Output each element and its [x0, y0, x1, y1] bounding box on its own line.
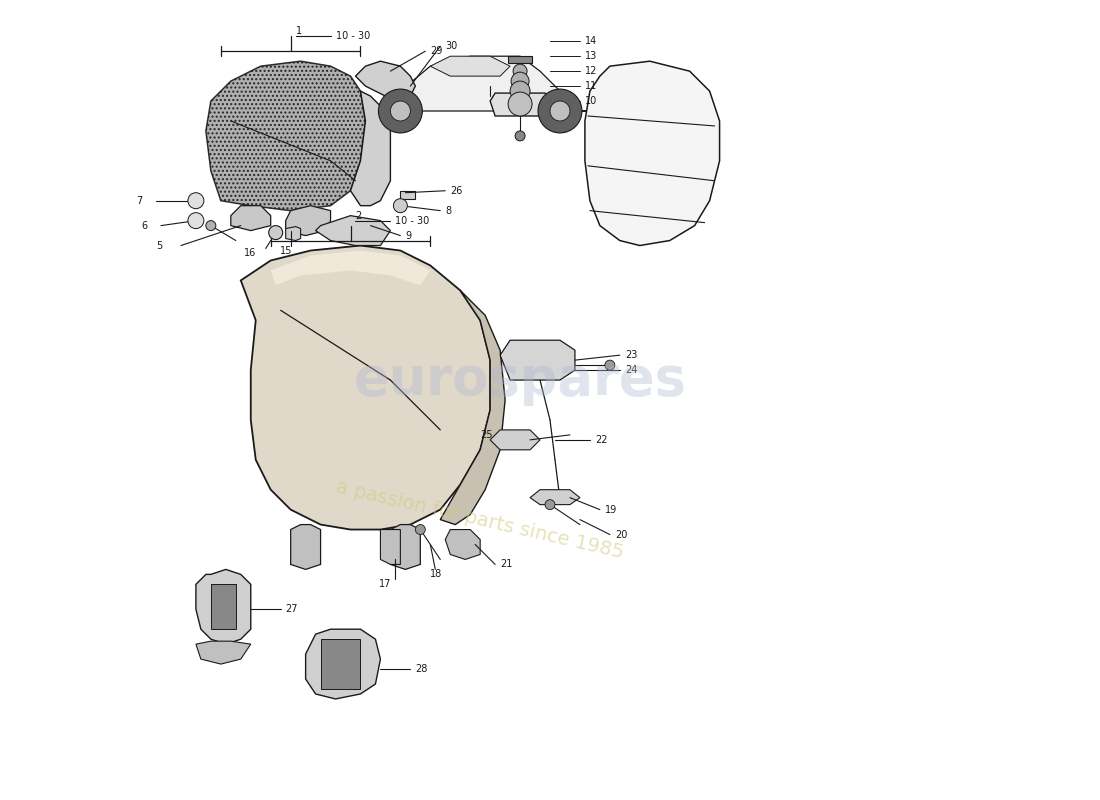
Circle shape	[508, 92, 532, 116]
Polygon shape	[508, 56, 532, 63]
Text: 20: 20	[615, 530, 627, 539]
Circle shape	[510, 81, 530, 101]
Text: 23: 23	[625, 350, 637, 360]
Text: 29: 29	[430, 46, 442, 56]
Polygon shape	[491, 430, 540, 450]
Polygon shape	[500, 340, 575, 380]
Polygon shape	[491, 93, 550, 116]
Polygon shape	[430, 56, 510, 76]
Text: 11: 11	[585, 81, 597, 91]
Circle shape	[544, 500, 556, 510]
Polygon shape	[306, 630, 381, 699]
Text: 19: 19	[605, 505, 617, 514]
Text: 12: 12	[585, 66, 597, 76]
Text: 5: 5	[156, 241, 162, 250]
Polygon shape	[286, 226, 300, 241]
Circle shape	[394, 198, 407, 213]
Polygon shape	[196, 641, 251, 664]
Text: 15: 15	[279, 246, 292, 255]
Text: 24: 24	[625, 365, 637, 375]
Text: 18: 18	[430, 570, 442, 579]
Text: 22: 22	[595, 435, 607, 445]
Polygon shape	[361, 56, 600, 111]
Polygon shape	[585, 61, 719, 246]
Polygon shape	[530, 490, 580, 505]
Text: 28: 28	[416, 664, 428, 674]
Text: 2: 2	[355, 210, 362, 221]
Text: 10 - 30: 10 - 30	[336, 31, 370, 42]
Polygon shape	[211, 584, 235, 630]
Polygon shape	[316, 216, 390, 246]
Polygon shape	[286, 206, 331, 235]
Polygon shape	[290, 525, 320, 570]
Text: a passion for parts since 1985: a passion for parts since 1985	[334, 477, 626, 562]
Polygon shape	[381, 530, 400, 565]
Circle shape	[268, 226, 283, 239]
Polygon shape	[271, 250, 430, 286]
Circle shape	[513, 64, 527, 78]
Text: 10: 10	[585, 96, 597, 106]
Circle shape	[378, 89, 422, 133]
Text: 30: 30	[446, 42, 458, 51]
Polygon shape	[400, 190, 416, 198]
Polygon shape	[390, 525, 420, 570]
Text: 13: 13	[585, 51, 597, 61]
Polygon shape	[206, 61, 365, 210]
Text: 8: 8	[446, 206, 451, 216]
Circle shape	[512, 72, 529, 90]
Polygon shape	[231, 206, 271, 230]
Text: 17: 17	[379, 579, 392, 590]
Polygon shape	[446, 530, 481, 559]
Text: 25: 25	[481, 430, 493, 440]
Circle shape	[188, 213, 204, 229]
Text: 10 - 30: 10 - 30	[395, 216, 430, 226]
Circle shape	[390, 101, 410, 121]
Text: 26: 26	[450, 186, 463, 196]
Text: 7: 7	[136, 196, 142, 206]
Polygon shape	[355, 61, 416, 101]
Polygon shape	[440, 290, 505, 525]
Text: 9: 9	[406, 230, 411, 241]
Polygon shape	[241, 246, 491, 530]
Circle shape	[515, 131, 525, 141]
Text: 14: 14	[585, 36, 597, 46]
Circle shape	[605, 360, 615, 370]
Polygon shape	[351, 91, 390, 206]
Text: 6: 6	[141, 221, 147, 230]
Circle shape	[206, 221, 216, 230]
Circle shape	[188, 193, 204, 209]
Circle shape	[550, 101, 570, 121]
Text: 27: 27	[286, 604, 298, 614]
Polygon shape	[196, 570, 251, 644]
Text: 1: 1	[296, 26, 301, 36]
Text: eurospares: eurospares	[353, 354, 686, 406]
Circle shape	[416, 525, 426, 534]
Circle shape	[538, 89, 582, 133]
Text: 16: 16	[243, 247, 255, 258]
Polygon shape	[320, 639, 361, 689]
Text: 21: 21	[500, 559, 513, 570]
